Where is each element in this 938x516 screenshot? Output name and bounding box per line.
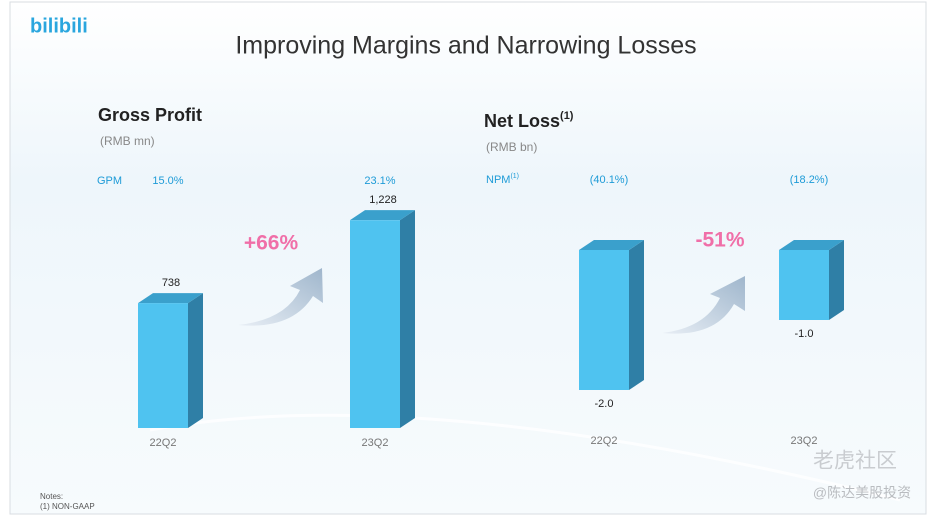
note: (1) NON-GAAP [40, 502, 95, 511]
chart-title: Gross Profit [98, 105, 202, 125]
bar [779, 250, 829, 320]
decor-swoosh [149, 413, 901, 502]
ratio-label: NPM(1) [486, 173, 519, 186]
annotation: +66% [244, 232, 299, 255]
ratio-value: (40.1%) [590, 174, 629, 186]
notes-heading: Notes: [40, 492, 63, 501]
value-label: 738 [162, 277, 180, 289]
bar [350, 220, 400, 428]
ratio-label-superscript: (1) [510, 173, 519, 180]
x-tick-label: 22Q2 [150, 437, 177, 449]
bar-top [350, 210, 415, 221]
watermark-author: @陈达美股投资 [813, 485, 911, 501]
bar-top [579, 240, 644, 250]
chart-title: Net Loss(1) [484, 110, 574, 131]
bar-top [138, 293, 203, 304]
x-tick-label: 23Q2 [791, 435, 818, 447]
chart-subtitle: (RMB mn) [100, 134, 155, 148]
annotation: -51% [695, 229, 744, 252]
chart-title-text: Net Loss [484, 111, 560, 131]
logo: bilibili [30, 15, 88, 37]
watermark: 老虎社区 [813, 450, 897, 473]
ratio-label-text: NPM [486, 174, 510, 186]
bar [138, 303, 188, 428]
ratio-value: 23.1% [364, 175, 395, 187]
ratio-label-text: GPM [97, 175, 122, 187]
ratio-value: (18.2%) [790, 174, 829, 186]
ratio-label: GPM [97, 175, 122, 187]
chart-title-text: Gross Profit [98, 105, 202, 125]
bar-side [188, 293, 203, 428]
bar-side [629, 240, 644, 390]
value-label: -2.0 [595, 398, 614, 410]
value-label: 1,228 [369, 194, 397, 206]
ratio-value: 15.0% [152, 175, 183, 187]
growth-arrow [238, 268, 323, 326]
bar-top [779, 240, 844, 250]
slide-title: Improving Margins and Narrowing Losses [235, 32, 696, 60]
chart-title-superscript: (1) [560, 110, 574, 122]
growth-arrow [662, 276, 745, 334]
bar-side [829, 240, 844, 320]
chart-subtitle: (RMB bn) [486, 140, 537, 154]
bar-side [400, 210, 415, 428]
x-tick-label: 22Q2 [591, 435, 618, 447]
x-tick-label: 23Q2 [362, 437, 389, 449]
value-label: -1.0 [795, 328, 814, 340]
bar [579, 250, 629, 390]
